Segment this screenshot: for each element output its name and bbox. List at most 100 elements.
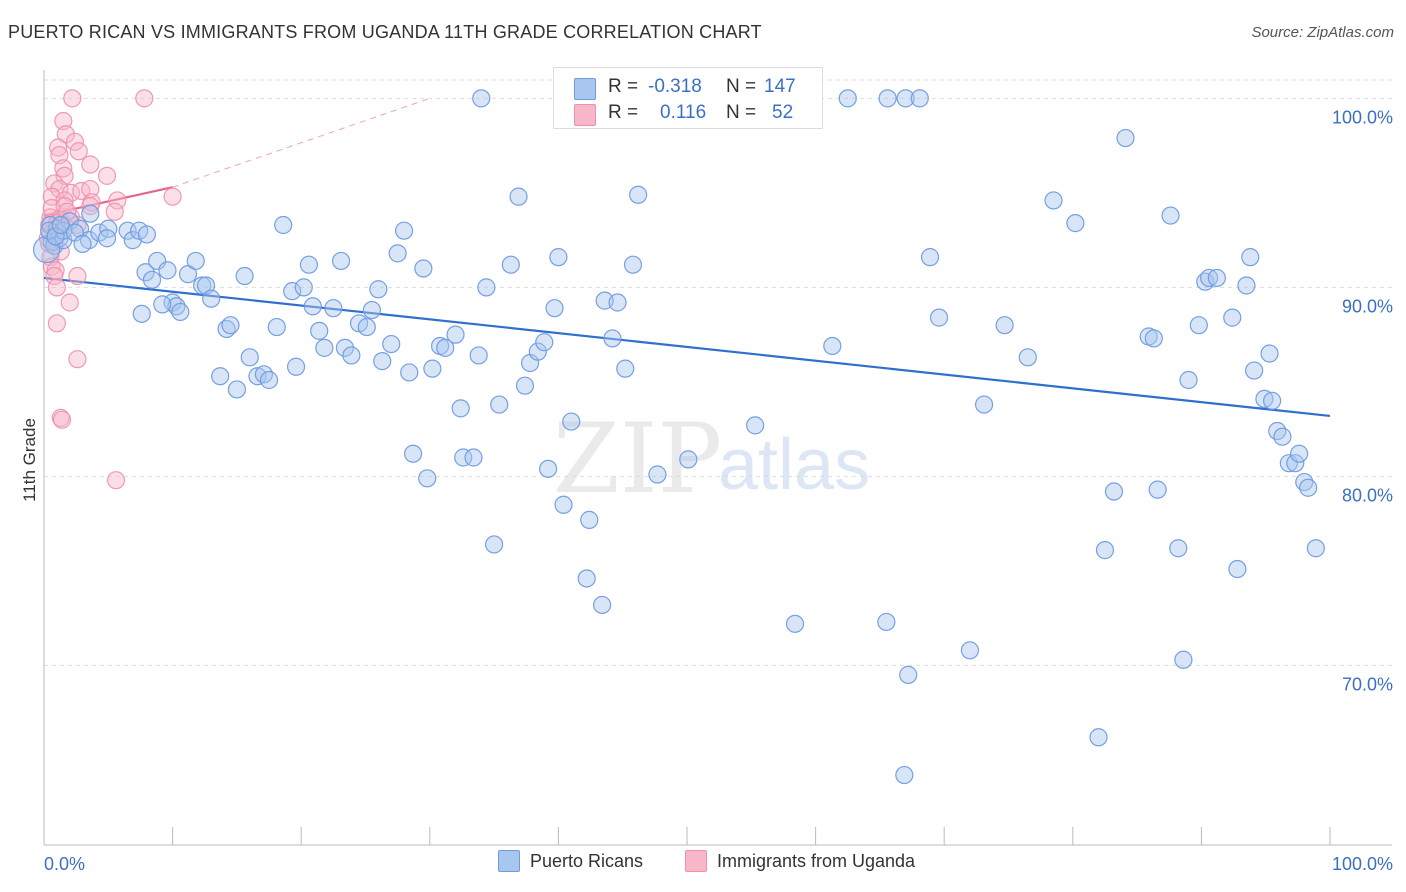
point-puerto-rican [629, 185, 648, 204]
r-label: R = [608, 76, 639, 97]
point-puerto-rican [485, 535, 504, 554]
n-label: N = [726, 76, 757, 97]
point-puerto-rican [158, 261, 177, 280]
point-uganda [69, 142, 88, 161]
point-puerto-rican [878, 89, 897, 108]
point-puerto-rican [464, 448, 483, 467]
n-value: 52 [772, 102, 794, 123]
point-puerto-rican [248, 367, 267, 386]
point-puerto-rican [294, 278, 313, 297]
point-puerto-rican [274, 215, 293, 235]
point-uganda [68, 350, 87, 369]
point-puerto-rican [1228, 559, 1247, 579]
point-uganda [65, 132, 84, 151]
point-puerto-rican [331, 251, 351, 271]
point-puerto-rican [1144, 329, 1163, 348]
legend-label: Puerto Ricans [530, 851, 644, 871]
legend-item-uganda[interactable]: Immigrants from Uganda [685, 850, 915, 878]
point-puerto-rican [1148, 480, 1167, 499]
point-puerto-rican [240, 348, 259, 367]
point-puerto-rican [153, 295, 172, 314]
point-puerto-rican [515, 376, 535, 395]
point-uganda [45, 266, 64, 286]
point-puerto-rican [451, 399, 470, 418]
point-puerto-rican [895, 765, 914, 785]
point-puerto-rican [877, 612, 896, 632]
point-puerto-rican [303, 297, 322, 316]
watermark: ZIP atlas [553, 403, 870, 515]
point-uganda [60, 293, 79, 312]
point-puerto-rican [608, 293, 627, 312]
point-puerto-rican [373, 351, 392, 371]
point-uganda [68, 266, 87, 286]
point-puerto-rican [324, 299, 343, 318]
point-uganda [54, 111, 73, 131]
y-tick-label: 100.0% [1332, 107, 1393, 127]
point-puerto-rican [1273, 427, 1292, 446]
trend-line-uganda-extension [172, 97, 430, 188]
point-puerto-rican [423, 359, 442, 378]
y-tick-label: 90.0% [1342, 296, 1393, 316]
legend-swatch-pink [685, 850, 707, 872]
point-puerto-rican [1095, 541, 1115, 560]
point-puerto-rican [823, 336, 842, 356]
point-puerto-rican [1286, 454, 1305, 473]
point-puerto-rican [221, 316, 240, 335]
point-puerto-rican [1169, 539, 1188, 558]
point-puerto-rican [1066, 214, 1085, 233]
point-puerto-rican [403, 444, 423, 463]
point-puerto-rican [1268, 421, 1287, 441]
tick-labels: 100.0% 90.0% 80.0% 70.0% 0.0% 100.0% [44, 107, 1393, 874]
point-puerto-rican [545, 299, 564, 318]
point-uganda [163, 187, 182, 206]
point-puerto-rican [648, 465, 667, 484]
point-puerto-rican [960, 641, 980, 660]
point-puerto-rican [202, 289, 221, 308]
point-puerto-rican [1174, 650, 1193, 669]
point-puerto-rican [896, 89, 915, 108]
point-puerto-rican [490, 395, 509, 414]
point-puerto-rican [436, 338, 455, 357]
legend-swatch-blue [574, 78, 596, 100]
point-uganda [47, 278, 66, 297]
point-puerto-rican [539, 459, 558, 478]
point-puerto-rican [1263, 391, 1282, 410]
point-puerto-rican [254, 365, 274, 384]
point-uganda [50, 179, 69, 199]
point-puerto-rican [1044, 191, 1063, 210]
point-puerto-rican [603, 329, 622, 348]
point-puerto-rican [580, 510, 599, 529]
point-uganda [135, 89, 154, 108]
point-puerto-rican [593, 595, 612, 615]
point-puerto-rican [454, 448, 473, 467]
point-puerto-rican [1104, 482, 1124, 501]
point-puerto-rican [142, 270, 162, 289]
trend-line-puerto-ricans [43, 276, 1331, 418]
legend-item-puerto-ricans[interactable]: Puerto Ricans [498, 850, 643, 878]
point-puerto-rican [509, 187, 528, 206]
trend-lines [43, 97, 1331, 418]
point-puerto-rican [46, 227, 65, 246]
point-uganda [81, 155, 100, 174]
point-puerto-rican [259, 370, 279, 390]
point-puerto-rican [315, 338, 334, 357]
point-puerto-rican [136, 263, 155, 282]
point-puerto-rican [679, 450, 698, 469]
point-puerto-rican [51, 215, 70, 235]
point-uganda [105, 202, 124, 221]
point-puerto-rican [549, 248, 568, 267]
n-label: N = [726, 102, 757, 123]
point-puerto-rican [1018, 348, 1037, 367]
point-puerto-rican [211, 367, 230, 386]
x-tick-label-max: 100.0% [1332, 854, 1393, 874]
r-value: 0.116 [660, 102, 707, 123]
point-puerto-rican [1260, 344, 1279, 363]
point-uganda [108, 191, 127, 210]
point-puerto-rican [357, 317, 376, 337]
point-puerto-rican [528, 342, 547, 361]
point-puerto-rican [1116, 128, 1135, 148]
point-puerto-rican [227, 380, 246, 399]
point-puerto-rican [286, 357, 306, 376]
point-puerto-rican [785, 614, 805, 633]
